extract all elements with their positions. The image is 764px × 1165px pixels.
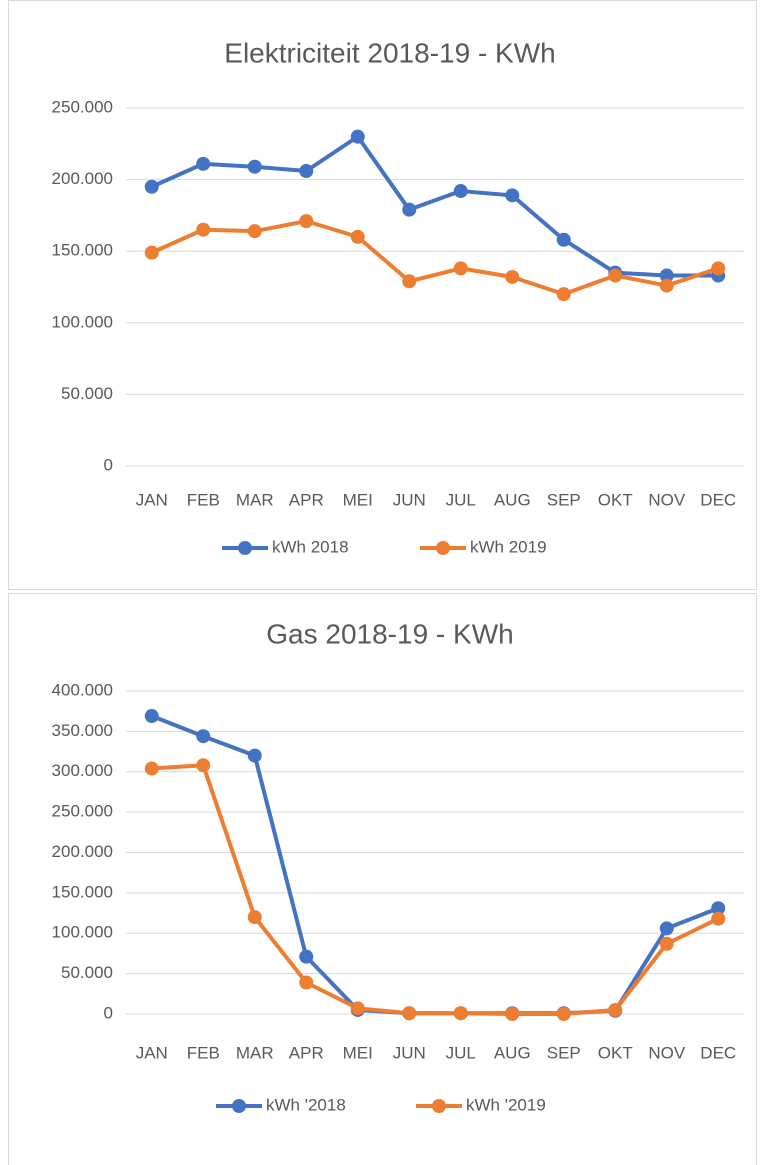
- series-line: [150, 134, 719, 278]
- y-tick-label: 100.000: [52, 312, 113, 331]
- data-point: [196, 222, 211, 237]
- data-point: [453, 1006, 468, 1021]
- data-point: [299, 949, 314, 964]
- y-tick-label: 0: [104, 1003, 113, 1022]
- x-tick-label: JAN: [136, 490, 168, 509]
- x-tick-label: NOV: [648, 1043, 686, 1062]
- x-tick-label: JUL: [446, 490, 476, 509]
- x-tick-label: MEI: [343, 490, 373, 509]
- data-point: [144, 761, 159, 776]
- x-tick-label: DEC: [700, 490, 736, 509]
- x-tick-label: OKT: [598, 490, 633, 509]
- series-line: [151, 763, 720, 1016]
- x-tick-label: APR: [289, 490, 324, 509]
- data-point: [350, 1001, 365, 1016]
- x-tick-label: AUG: [494, 1043, 531, 1062]
- legend-label: kWh '2019: [466, 1095, 546, 1114]
- data-point: [144, 179, 159, 194]
- x-tick-label: DEC: [700, 1043, 736, 1062]
- data-point: [608, 1002, 623, 1017]
- x-tick-label: JUN: [393, 1043, 426, 1062]
- data-point: [402, 274, 417, 289]
- data-point: [350, 129, 365, 144]
- data-point: [196, 758, 211, 773]
- legend-label: kWh 2019: [470, 537, 547, 556]
- data-point: [144, 709, 159, 724]
- data-point: [556, 1007, 571, 1021]
- data-point: [659, 936, 674, 951]
- data-point: [350, 229, 365, 244]
- chart-title: Elektriciteit 2018-19 - KWh: [224, 37, 555, 68]
- y-tick-label: 250.000: [52, 802, 113, 821]
- legend-marker: [232, 1099, 246, 1113]
- y-tick-label: 150.000: [52, 241, 113, 260]
- x-tick-label: APR: [289, 1043, 324, 1062]
- x-tick-label: JUL: [446, 1043, 476, 1062]
- legend-label: kWh 2018: [272, 537, 349, 556]
- chart-title: Gas 2018-19 - KWh: [266, 618, 513, 649]
- x-tick-label: FEB: [187, 1043, 220, 1062]
- data-point: [556, 232, 571, 247]
- x-tick-label: SEP: [547, 1043, 581, 1062]
- data-point: [247, 910, 262, 925]
- x-tick-label: SEP: [547, 490, 581, 509]
- y-tick-label: 0: [104, 455, 113, 474]
- data-point: [659, 278, 674, 293]
- data-point: [453, 261, 468, 276]
- data-point: [144, 245, 159, 260]
- data-point: [608, 268, 623, 283]
- data-point: [556, 287, 571, 302]
- data-point: [505, 188, 520, 203]
- x-tick-label: MAR: [236, 490, 274, 509]
- y-tick-label: 100.000: [52, 923, 113, 942]
- series-line: [150, 219, 719, 297]
- y-tick-label: 200.000: [52, 842, 113, 861]
- data-point: [453, 184, 468, 199]
- x-tick-label: JUN: [393, 490, 426, 509]
- legend-label: kWh '2018: [266, 1095, 346, 1114]
- data-point: [299, 214, 314, 229]
- data-point: [711, 261, 726, 276]
- x-tick-label: AUG: [494, 490, 531, 509]
- y-tick-label: 150.000: [52, 882, 113, 901]
- x-tick-label: OKT: [598, 1043, 633, 1062]
- data-point: [299, 164, 314, 179]
- y-tick-label: 50.000: [61, 963, 113, 982]
- y-tick-label: 300.000: [52, 761, 113, 780]
- legend-marker: [238, 541, 252, 555]
- data-point: [505, 1007, 520, 1021]
- chart-frame: [8, 593, 757, 1165]
- data-point: [402, 1006, 417, 1021]
- data-point: [299, 975, 314, 990]
- y-tick-label: 350.000: [52, 721, 113, 740]
- x-tick-label: NOV: [648, 490, 686, 509]
- legend-marker: [432, 1099, 446, 1113]
- x-tick-label: FEB: [187, 490, 220, 509]
- x-tick-label: JAN: [136, 1043, 168, 1062]
- data-point: [196, 156, 211, 171]
- data-point: [659, 268, 674, 283]
- data-point: [196, 729, 211, 744]
- y-tick-label: 400.000: [52, 680, 113, 699]
- data-point: [659, 921, 674, 936]
- data-point: [247, 748, 262, 763]
- data-point: [247, 224, 262, 239]
- data-point: [711, 911, 726, 926]
- x-tick-label: MEI: [343, 1043, 373, 1062]
- data-point: [711, 901, 726, 916]
- x-tick-label: MAR: [236, 1043, 274, 1062]
- data-point: [247, 159, 262, 174]
- y-tick-label: 250.000: [52, 97, 113, 116]
- y-tick-label: 50.000: [61, 384, 113, 403]
- data-point: [505, 269, 520, 284]
- data-point: [402, 202, 417, 217]
- legend-marker: [436, 541, 450, 555]
- y-tick-label: 200.000: [52, 169, 113, 188]
- chart-frame: [8, 0, 757, 590]
